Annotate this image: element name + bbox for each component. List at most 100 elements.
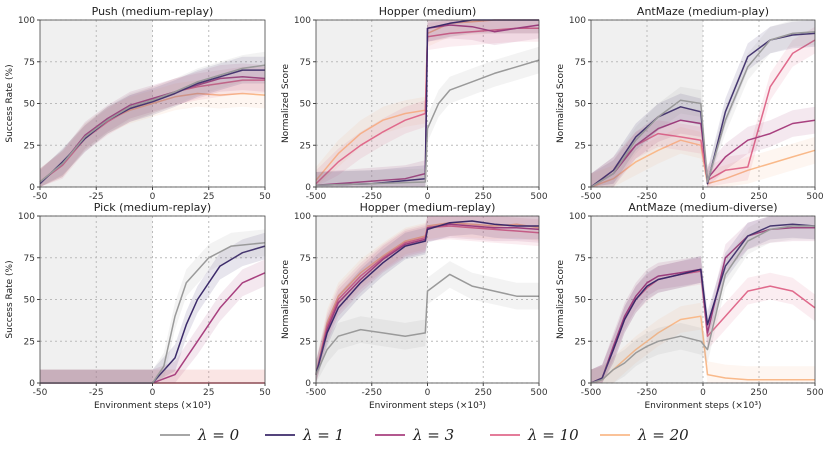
chart-title: Push (medium-replay) <box>92 5 214 18</box>
y-tick-label: 0 <box>305 183 311 193</box>
series-band <box>316 216 539 383</box>
series-band <box>591 20 815 187</box>
y-tick-label: 75 <box>575 58 586 68</box>
legend-label: λ = 1 <box>302 426 344 444</box>
series-band <box>40 56 265 188</box>
x-tick-label: -250 <box>362 192 383 202</box>
y-tick-label: 25 <box>24 141 35 151</box>
series-line <box>315 59 540 187</box>
series-band <box>316 20 539 187</box>
y-tick-label: 75 <box>300 58 311 68</box>
x-tick-label: -250 <box>362 388 383 398</box>
chart-panel-6: 0 25 50 75 100 -500 -250 0 250 500 AntMaze (medium… <box>556 201 824 411</box>
series-band <box>591 216 815 383</box>
series-line <box>40 245 266 384</box>
x-tick-label: 250 <box>750 388 767 398</box>
x-tick-label: -250 <box>637 388 658 398</box>
series-band <box>40 51 265 188</box>
series-line <box>40 241 266 384</box>
x-tick-label: -50 <box>33 388 48 398</box>
series-band <box>591 216 815 383</box>
x-tick-label: 250 <box>475 192 492 202</box>
x-tick-label: 0 <box>150 388 156 398</box>
series-band <box>316 216 539 383</box>
series-band <box>40 369 265 383</box>
chart-title: Pick (medium-replay) <box>94 201 211 214</box>
y-axis-label: Normalized Score <box>556 259 566 339</box>
x-tick-label: 500 <box>530 192 547 202</box>
series-band <box>40 259 265 383</box>
x-tick-label: 250 <box>475 388 492 398</box>
x-tick-label: 0 <box>150 192 156 202</box>
y-tick-label: 75 <box>575 254 586 264</box>
series-line <box>590 30 816 188</box>
legend-label: λ = 20 <box>637 426 689 444</box>
x-tick-label: 0 <box>425 192 431 202</box>
y-tick-label: 75 <box>300 254 311 264</box>
y-tick-label: 100 <box>569 16 586 26</box>
series-line <box>315 220 539 375</box>
y-tick-label: 25 <box>300 337 311 347</box>
x-tick-label: 50 <box>259 192 271 202</box>
chart-panel-3: 0 25 50 75 100 -500 -250 0 250 500 AntMaze (medium… <box>556 5 824 202</box>
chart-title: Hopper (medium) <box>379 5 477 18</box>
y-tick-label: 100 <box>18 16 35 26</box>
x-tick-label: -500 <box>581 388 602 398</box>
y-tick-label: 0 <box>580 379 586 389</box>
x-tick-label: 500 <box>806 192 823 202</box>
y-tick-label: 25 <box>575 141 586 151</box>
x-tick-label: 0 <box>700 192 706 202</box>
x-tick-label: 0 <box>425 388 431 398</box>
y-axis-label: Success Rate (%) <box>5 260 15 338</box>
series-line <box>590 315 815 384</box>
chart-title: AntMaze (medium-play) <box>637 5 769 18</box>
series-line <box>590 225 815 384</box>
y-tick-label: 50 <box>24 100 36 110</box>
x-tick-label: -25 <box>89 388 104 398</box>
y-tick-label: 50 <box>300 296 312 306</box>
series-band <box>591 20 815 187</box>
series-band <box>591 216 815 383</box>
series-line <box>39 64 266 183</box>
x-axis-label: Environment steps (×10³) <box>645 401 762 411</box>
series-line <box>590 226 815 384</box>
x-tick-label: -500 <box>306 192 327 202</box>
y-tick-label: 50 <box>575 296 587 306</box>
series-band <box>316 216 539 383</box>
x-tick-label: 50 <box>259 388 271 398</box>
x-axis-label: Environment steps (×10³) <box>94 401 211 411</box>
y-tick-label: 75 <box>24 58 35 68</box>
y-axis-label: Normalized Score <box>281 63 291 143</box>
series-band <box>40 232 265 383</box>
series-band <box>316 261 539 383</box>
x-tick-label: -250 <box>637 192 658 202</box>
chart-title: AntMaze (medium-diverse) <box>628 201 777 214</box>
series-band <box>316 46 539 188</box>
y-tick-label: 100 <box>294 212 311 222</box>
y-tick-label: 50 <box>300 100 312 110</box>
x-tick-label: -500 <box>306 388 327 398</box>
x-axis-label: Environment steps (×10³) <box>369 401 486 411</box>
x-tick-label: 25 <box>203 192 214 202</box>
y-tick-label: 0 <box>580 183 586 193</box>
y-tick-label: 0 <box>29 183 35 193</box>
x-tick-label: 250 <box>750 192 767 202</box>
chart-panel-1: 0 25 50 75 100 -50 -25 0 25 50 Push (medium-replay… <box>5 5 271 202</box>
legend-label: λ = 0 <box>197 426 240 444</box>
series-line <box>315 24 540 187</box>
x-tick-label: -500 <box>581 192 602 202</box>
legend-label: λ = 10 <box>527 426 579 444</box>
y-tick-label: 100 <box>569 212 586 222</box>
chart-panel-5: 0 25 50 75 100 -500 -250 0 250 500 Hopper (medium-… <box>281 201 548 411</box>
series-band <box>40 63 265 187</box>
y-axis-label: Normalized Score <box>281 259 291 339</box>
y-axis-label: Normalized Score <box>556 63 566 143</box>
y-tick-label: 50 <box>24 296 36 306</box>
y-tick-label: 75 <box>24 254 35 264</box>
series-line <box>315 273 539 375</box>
chart-title: Hopper (medium-replay) <box>360 201 496 214</box>
series-band <box>40 80 265 187</box>
y-tick-label: 50 <box>575 100 587 110</box>
series-band <box>591 26 815 188</box>
